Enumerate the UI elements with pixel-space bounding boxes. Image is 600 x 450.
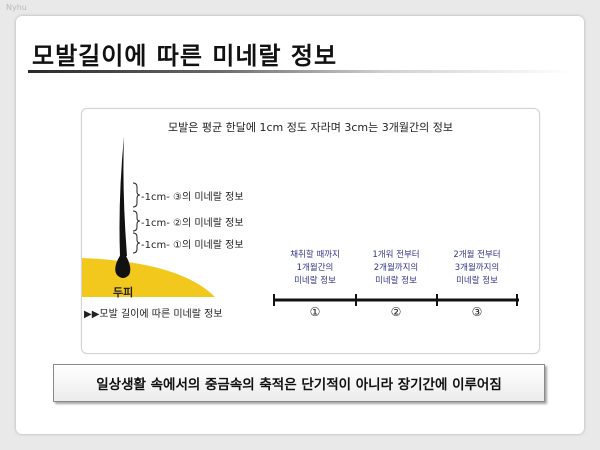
- timeline-col-2-line-1: 1개워 전부터: [372, 250, 420, 260]
- scalp-shape: [82, 258, 215, 297]
- panel-header: 모발은 평균 한달에 1cm 정도 자라며 3cm는 3개월간의 정보: [168, 121, 453, 134]
- timeline-col-1-line-1: 채취할 때까지: [290, 250, 340, 260]
- timeline-num-3: ③: [471, 305, 483, 319]
- timeline-col-1: 채취할 때까지 1개월간의 미네랄 정보: [277, 249, 353, 288]
- diagram-caption: ▶▶모발 길이에 따른 미네랄 정보: [84, 309, 223, 320]
- diagram-panel: 모발은 평균 한달에 1cm 정도 자라며 3cm는 3개월간의 정보: [81, 108, 540, 354]
- timeline-col-1-line-2: 1개월간의: [296, 263, 334, 273]
- timeline-col-2-line-3: 미네랄 정보: [375, 276, 417, 286]
- scalp-label: 두피: [113, 286, 134, 299]
- timeline-col-3: 2개월 전부터 3개월까지의 미네랄 정보: [439, 249, 515, 288]
- title-underline: [28, 70, 573, 73]
- timeline-col-1-line-3: 미네랄 정보: [294, 276, 336, 286]
- timeline-col-3-line-1: 2개월 전부터: [453, 250, 501, 260]
- timeline-col-3-line-2: 3개월까지의: [454, 263, 500, 273]
- brace-2: [132, 210, 141, 232]
- timeline-col-2-line-2: 2개월까지의: [373, 263, 419, 273]
- hair-root: [115, 254, 131, 278]
- hair-shaft: [119, 136, 127, 256]
- slide-title: 모발길이에 따른 미네랄 정보: [32, 42, 338, 70]
- watermark: Nyhu: [6, 3, 27, 12]
- hair-label-3: -1cm- ③의 미네랄 정보: [141, 192, 244, 203]
- summary-text: 일상생활 속에서의 중금속의 축적은 단기적이 아니라 장기간에 이루어짐: [96, 377, 502, 393]
- brace-3: [132, 182, 141, 208]
- hair-label-1: -1cm- ①의 미네랄 정보: [141, 240, 244, 251]
- timeline-num-2: ②: [390, 305, 402, 319]
- summary-box: 일상생활 속에서의 중금속의 축적은 단기적이 아니라 장기간에 이루어짐: [53, 364, 545, 402]
- timeline-col-3-line-3: 미네랄 정보: [456, 276, 498, 286]
- brace-1: [132, 232, 141, 254]
- hair-label-2: -1cm- ②의 미네랄 정보: [141, 218, 244, 229]
- timeline-col-2: 1개워 전부터 2개월까지의 미네랄 정보: [358, 249, 434, 288]
- timeline-num-1: ①: [309, 305, 321, 319]
